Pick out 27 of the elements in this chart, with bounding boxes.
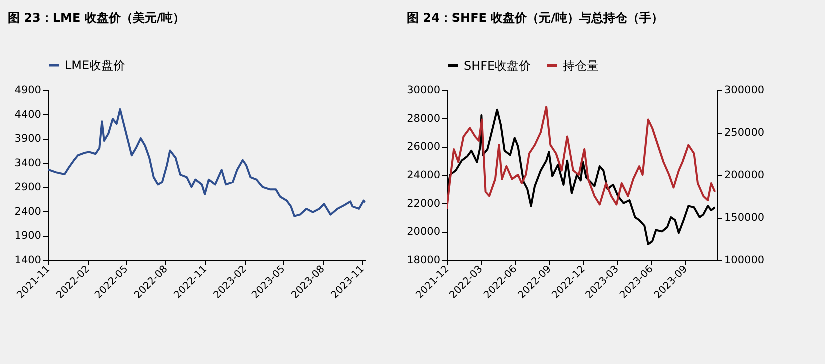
y2-tick-label: 300000: [724, 84, 765, 96]
y2-tick-label: 150000: [724, 212, 765, 224]
legend-label: 持仓量: [563, 58, 599, 73]
y2-tick-label: 250000: [724, 127, 765, 139]
y-tick-label: 22000: [407, 198, 440, 210]
line-series: [48, 108, 366, 218]
y-tick-label: 1900: [14, 230, 42, 242]
legend-label: SHFE收盘价: [464, 58, 532, 73]
y-tick-label: 2900: [14, 182, 42, 194]
legend-label: LME收盘价: [65, 58, 126, 72]
y-tick-label: 20000: [407, 226, 440, 238]
y-tick-label: 24000: [407, 170, 440, 182]
y2-tick-label: 200000: [724, 170, 765, 182]
line-series: [447, 106, 716, 210]
y-tick-label: 3400: [14, 157, 42, 170]
y-tick-label: 3900: [14, 133, 42, 146]
y-tick-label: 1400: [14, 254, 42, 266]
y-tick-label: 4900: [14, 84, 42, 96]
y-tick-label: 28000: [407, 112, 440, 125]
chart-title: 图 24：SHFE 收盘价（元/吨）与总持仓（手）: [407, 11, 664, 25]
y2-tick-label: 100000: [724, 254, 765, 266]
y-tick-label: 4400: [14, 108, 42, 121]
y-tick-label: 26000: [407, 141, 440, 154]
chart-title: 图 23：LME 收盘价（美元/吨）: [8, 11, 186, 25]
y-tick-label: 2400: [14, 206, 42, 218]
y-tick-label: 30000: [407, 84, 440, 96]
y-tick-label: 18000: [407, 254, 440, 266]
